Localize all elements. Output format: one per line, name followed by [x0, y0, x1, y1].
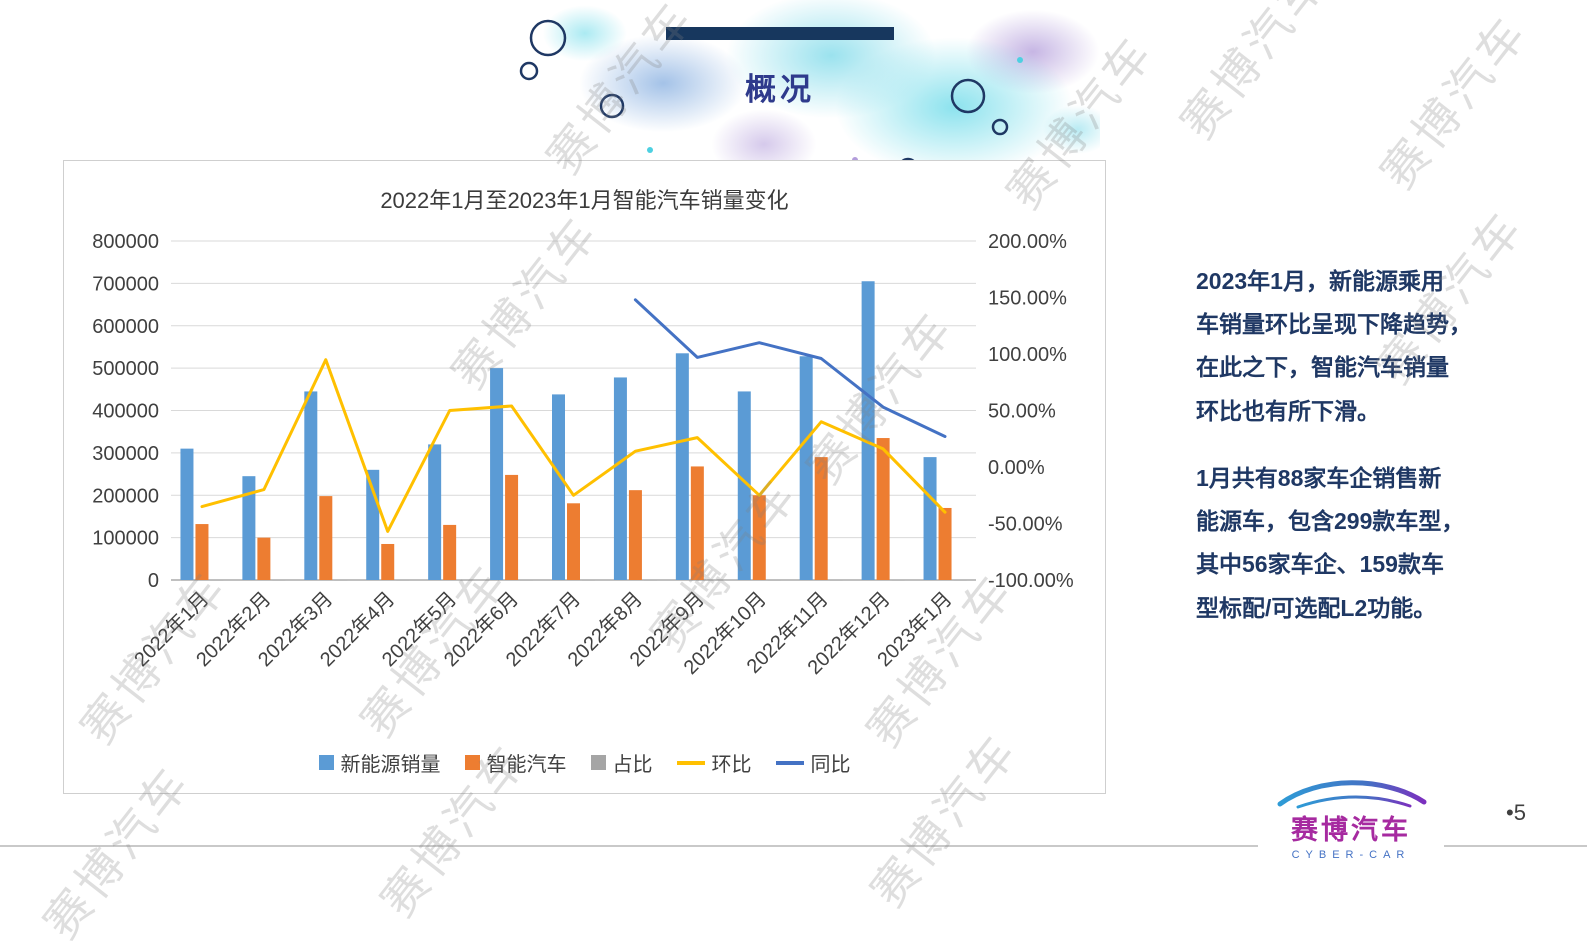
- bar-新能源销量: [490, 368, 504, 580]
- chart-legend: 新能源销量 智能汽车 占比 环比 同比: [64, 748, 1105, 777]
- chart-panel: 2022年1月至2023年1月智能汽车销量变化 0 100000 200000 300…: [63, 160, 1106, 794]
- bottom-rule: [0, 845, 1587, 847]
- bubble-icon: [991, 118, 1009, 136]
- legend-item: 占比: [590, 748, 653, 777]
- line-环比: [200, 358, 947, 533]
- sales-chart: 0 100000 200000 300000 400000 500000 600000 700…: [92, 231, 1074, 679]
- bubble-icon: [599, 93, 625, 119]
- bar-新能源销量: [613, 377, 627, 580]
- bar-智能汽车: [505, 474, 519, 580]
- bar-占比: [953, 579, 967, 581]
- bar-智能汽车: [567, 503, 580, 580]
- left-axis-tick-label: 400000: [92, 401, 159, 423]
- bar-智能汽车: [319, 496, 333, 580]
- title-accent-bar: [666, 27, 894, 40]
- right-axis-tick-label: -100.00%: [988, 570, 1074, 592]
- bar-智能汽车: [443, 524, 457, 580]
- chart-title: 2022年1月至2023年1月智能汽车销量变化: [380, 188, 789, 213]
- logo-subtext: CYBER-CAR: [1291, 849, 1411, 862]
- bar-占比: [767, 579, 781, 581]
- page-number: •5: [1506, 800, 1526, 825]
- watermark-text: 赛博汽车: [1171, 0, 1338, 149]
- bar-占比: [458, 579, 472, 581]
- left-axis-tick-label: 100000: [92, 528, 159, 550]
- bar-智能汽车: [690, 466, 704, 580]
- bar-智能汽车: [876, 438, 890, 580]
- bar-占比: [582, 579, 595, 581]
- bar-占比: [643, 579, 657, 581]
- left-axis-tick-label: 500000: [92, 358, 159, 380]
- bar-占比: [520, 579, 534, 581]
- right-axis-tick-label: 100.00%: [988, 344, 1067, 366]
- legend-line-marker: [676, 760, 705, 765]
- right-axis-tick-label: 200.00%: [988, 231, 1067, 253]
- bar-新能源销量: [799, 356, 813, 580]
- legend-item: 同比: [775, 748, 851, 777]
- legend-square-marker: [464, 755, 480, 770]
- legend-label: 占比: [612, 754, 653, 776]
- legend-item: 环比: [676, 748, 752, 777]
- car-swoosh-icon: [1277, 780, 1427, 809]
- bar-智能汽车: [381, 543, 395, 580]
- bar-智能汽车: [195, 524, 209, 580]
- bar-占比: [272, 579, 286, 581]
- bubble-icon: [529, 19, 567, 57]
- bubble-icon: [950, 78, 986, 114]
- legend-square-marker: [590, 755, 606, 770]
- bar-新能源销量: [242, 476, 256, 580]
- splash-dot: [1017, 57, 1023, 63]
- bar-新能源销量: [428, 444, 442, 580]
- legend-line-marker: [775, 760, 804, 765]
- left-axis-tick-label: 700000: [92, 273, 159, 295]
- bubble-icon: [519, 61, 539, 81]
- right-axis-tick-label: 0.00%: [988, 457, 1045, 479]
- bar-新能源销量: [737, 391, 751, 580]
- commentary-paragraph-2: 1月共有88家车企销售新 能源车，包含299款车型， 其中56家车企、159款车…: [1196, 464, 1465, 621]
- legend-item: 智能汽车: [464, 748, 567, 777]
- left-axis-tick-label: 800000: [92, 231, 159, 253]
- commentary-block: 2023年1月，新能源乘用 车销量环比呈现下降趋势， 在此之下，智能汽车销量 环…: [1196, 260, 1541, 654]
- bar-新能源销量: [675, 353, 689, 580]
- cyber-car-logo: 赛博汽车 CYBER-CAR: [1258, 772, 1444, 862]
- bar-新能源销量: [552, 394, 565, 580]
- bar-智能汽车: [257, 537, 271, 580]
- bar-新能源销量: [861, 281, 875, 580]
- bar-占比: [891, 579, 905, 581]
- left-axis-tick-label: 600000: [92, 316, 159, 338]
- bar-占比: [396, 579, 410, 581]
- line-同比: [633, 298, 947, 438]
- watermark-text: 赛博汽车: [1371, 5, 1538, 199]
- bar-新能源销量: [304, 391, 318, 580]
- bar-智能汽车: [752, 495, 766, 580]
- legend-square-marker: [318, 755, 334, 770]
- left-axis-tick-label: 300000: [92, 443, 159, 465]
- legend-label: 环比: [711, 754, 752, 776]
- bar-新能源销量: [923, 457, 937, 580]
- right-axis-tick-label: -50.00%: [988, 514, 1063, 536]
- left-axis-tick-label: 200000: [92, 485, 159, 507]
- bar-占比: [210, 579, 224, 581]
- legend-label: 智能汽车: [486, 754, 567, 776]
- left-axis-tick-label: 0: [148, 570, 159, 592]
- bar-智能汽车: [938, 507, 952, 580]
- splash-dot: [647, 147, 653, 153]
- legend-label: 新能源销量: [340, 754, 441, 776]
- logo-text: 赛博汽车: [1291, 815, 1411, 845]
- bar-智能汽车: [628, 490, 642, 580]
- bar-占比: [829, 579, 843, 581]
- bar-占比: [705, 579, 719, 581]
- right-axis-tick-label: 150.00%: [988, 288, 1067, 310]
- legend-label: 同比: [810, 754, 851, 776]
- legend-item: 新能源销量: [318, 748, 441, 777]
- bar-智能汽车: [814, 457, 828, 580]
- bar-新能源销量: [180, 448, 194, 580]
- commentary-paragraph-1: 2023年1月，新能源乘用 车销量环比呈现下降趋势， 在此之下，智能汽车销量 环…: [1196, 268, 1472, 424]
- bar-占比: [334, 579, 348, 581]
- page-title: 概况: [745, 72, 815, 107]
- right-axis-tick-label: 50.00%: [988, 401, 1056, 423]
